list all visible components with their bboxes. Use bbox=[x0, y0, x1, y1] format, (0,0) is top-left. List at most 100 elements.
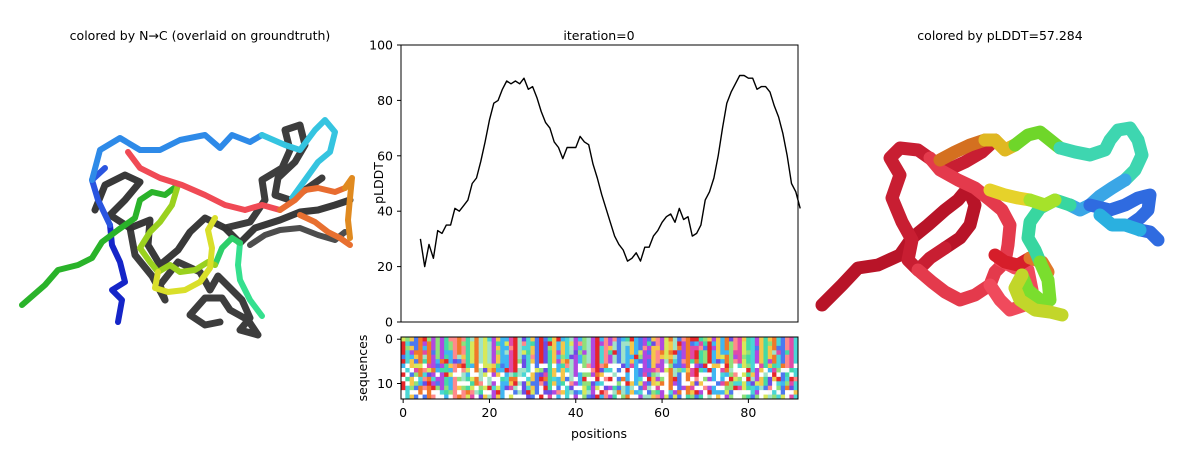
msa-heatmap-cell bbox=[677, 341, 682, 347]
msa-heatmap-cell bbox=[629, 376, 635, 382]
msa-heatmap-cell bbox=[530, 368, 536, 373]
msa-heatmap-cell bbox=[737, 394, 743, 400]
msa-heatmap-cell bbox=[413, 372, 419, 378]
msa-heatmap-cell bbox=[750, 359, 756, 364]
msa-heatmap-cell bbox=[634, 354, 639, 360]
msa-heatmap-cell bbox=[655, 350, 661, 356]
msa-heatmap-cell bbox=[772, 368, 777, 373]
msa-heatmap-cell bbox=[720, 381, 726, 387]
msa-heatmap-cell bbox=[698, 345, 704, 351]
msa-heatmap-cell bbox=[517, 376, 523, 382]
msa-heatmap-cell bbox=[409, 376, 415, 382]
msa-heatmap-cell bbox=[772, 359, 777, 364]
msa-y-ticks: 0 10 bbox=[377, 332, 401, 391]
msa-heatmap-cell bbox=[573, 381, 579, 387]
msa-heatmap-cell bbox=[465, 350, 471, 356]
msa-heatmap-cell bbox=[564, 345, 570, 351]
msa-heatmap-cell bbox=[586, 350, 592, 356]
msa-heatmap-cell bbox=[694, 385, 700, 391]
msa-heatmap-cell bbox=[534, 345, 540, 351]
msa-heatmap-cell bbox=[767, 359, 773, 364]
msa-heatmap-cell bbox=[707, 385, 713, 391]
msa-heatmap-cell bbox=[470, 341, 475, 347]
msa-heatmap-cell bbox=[767, 372, 773, 378]
msa-heatmap-cell bbox=[728, 345, 734, 351]
msa-heatmap-cell bbox=[703, 385, 708, 391]
msa-heatmap-cell bbox=[465, 381, 471, 387]
msa-heatmap-cell bbox=[564, 359, 570, 364]
msa-heatmap-cell bbox=[646, 381, 652, 387]
msa-heatmap-cell bbox=[664, 341, 669, 347]
msa-heatmap-cell bbox=[759, 376, 764, 382]
msa-heatmap-cell bbox=[621, 394, 626, 400]
msa-heatmap-cell bbox=[409, 368, 415, 373]
msa-heatmap-cell bbox=[625, 350, 631, 356]
msa-heatmap-cell bbox=[556, 345, 562, 351]
msa-heatmap-cell bbox=[418, 376, 423, 382]
msa-heatmap-cell bbox=[564, 337, 570, 342]
msa-heatmap-cell bbox=[772, 350, 777, 356]
msa-heatmap-cell bbox=[655, 337, 661, 342]
msa-heatmap-cell bbox=[478, 376, 484, 382]
msa-heatmap-cell bbox=[634, 350, 639, 356]
msa-heatmap-cell bbox=[733, 390, 738, 395]
msa-heatmap-cell bbox=[422, 354, 428, 360]
msa-heatmap-cell bbox=[431, 363, 436, 369]
msa-heatmap-cell bbox=[737, 381, 743, 387]
msa-heatmap-cell bbox=[646, 394, 652, 400]
chain-segment bbox=[212, 235, 243, 268]
msa-heatmap-cell bbox=[672, 394, 678, 400]
msa-heatmap-cell bbox=[772, 381, 777, 387]
msa-heatmap-cell bbox=[746, 385, 751, 391]
msa-heatmap-cell bbox=[444, 337, 449, 342]
msa-heatmap-cell bbox=[681, 345, 687, 351]
msa-heatmap-cell bbox=[772, 376, 777, 382]
msa-heatmap-cell bbox=[560, 337, 566, 342]
msa-heatmap-cell bbox=[780, 354, 786, 360]
msa-heatmap-cell bbox=[482, 385, 488, 391]
msa-heatmap-cell bbox=[711, 350, 717, 356]
msa-heatmap-cell bbox=[599, 354, 605, 360]
msa-heatmap-cell bbox=[534, 350, 540, 356]
msa-heatmap-cell bbox=[452, 350, 458, 356]
msa-heatmap-cell bbox=[659, 350, 665, 356]
msa-heatmap-cell bbox=[491, 337, 497, 342]
msa-heatmap-cell bbox=[513, 337, 518, 342]
msa-heatmap-cell bbox=[754, 381, 760, 387]
msa-heatmap-cell bbox=[405, 385, 411, 391]
msa-heatmap-cell bbox=[789, 376, 795, 382]
msa-heatmap-cell bbox=[590, 368, 596, 373]
msa-heatmap-cell bbox=[517, 390, 523, 395]
msa-heatmap-cell bbox=[638, 372, 644, 378]
msa-heatmap-cell bbox=[513, 363, 518, 369]
msa-heatmap-cell bbox=[741, 390, 747, 395]
msa-heatmap-cell bbox=[452, 368, 458, 373]
msa-heatmap-cell bbox=[746, 394, 751, 400]
msa-heatmap-cell bbox=[664, 363, 669, 369]
msa-heatmap-cell bbox=[569, 372, 575, 378]
msa-heatmap-cell bbox=[474, 394, 480, 400]
msa-heatmap-cell bbox=[780, 381, 786, 387]
msa-heatmap-cell bbox=[422, 345, 428, 351]
msa-heatmap-cell bbox=[681, 385, 687, 391]
msa-heatmap-cell bbox=[426, 354, 432, 360]
msa-heatmap-cell bbox=[780, 350, 786, 356]
msa-heatmap-cell bbox=[435, 337, 441, 342]
msa-heatmap-cell bbox=[487, 359, 493, 364]
msa-heatmap-cell bbox=[491, 381, 497, 387]
msa-heatmap-cell bbox=[733, 385, 738, 391]
msa-heatmap-cell bbox=[716, 345, 721, 351]
msa-heatmap-cell bbox=[582, 354, 587, 360]
msa-heatmap-cell bbox=[560, 394, 566, 400]
msa-heatmap-cell bbox=[448, 390, 454, 395]
msa-heatmap-cell bbox=[724, 363, 730, 369]
msa-heatmap-cell bbox=[573, 376, 579, 382]
plddt-y-ticks: 0 20 40 60 80 100 bbox=[369, 38, 401, 330]
msa-heatmap-cell bbox=[435, 341, 441, 347]
msa-heatmap-cell bbox=[612, 345, 618, 351]
msa-heatmap-cell bbox=[530, 345, 536, 351]
msa-heatmap-cell bbox=[409, 350, 415, 356]
msa-heatmap-cell bbox=[569, 381, 575, 387]
msa-heatmap-cell bbox=[793, 337, 799, 342]
msa-heatmap-cell bbox=[664, 390, 669, 395]
